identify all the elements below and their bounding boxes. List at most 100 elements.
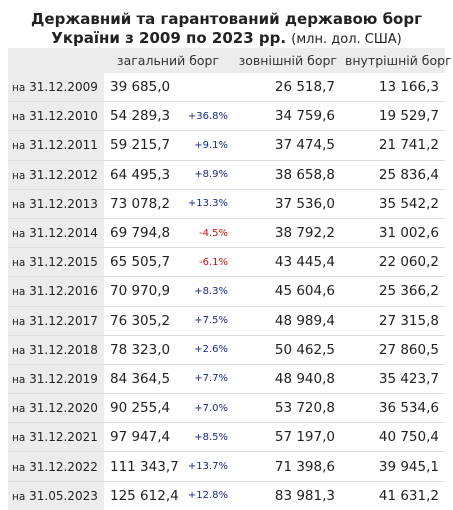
row-date-value: 31.12.2021 [29,430,98,445]
row-external: 48 989,4 [232,305,341,336]
row-date-value: 31.12.2009 [29,80,98,95]
row-external: 37 536,0 [232,188,341,219]
header-internal: внутрішній борг [341,48,452,73]
title-line-2: України з 2009 по 2023 рр. (млн. дол. СШ… [0,29,453,49]
row-date-value: 31.12.2018 [29,342,98,357]
row-change: +8.9% [182,159,232,190]
row-internal: 36 534,6 [341,393,445,423]
row-total: 111 343,7 [104,451,182,482]
row-internal: 21 741,2 [341,130,445,161]
row-date-prefix: на [12,198,26,211]
row-change: +2.6% [182,334,232,365]
row-date: на 31.12.2017 [8,305,104,336]
row-change: +36.8% [182,101,232,131]
row-date-prefix: на [12,432,26,445]
row-change: -6.1% [182,247,232,277]
table-row: на 31.12.2013 73 078,2 +13.3% 37 536,0 35 54… [8,188,445,219]
row-change: +13.7% [182,451,232,482]
row-date-prefix: на [12,490,26,503]
table-row: на 31.12.2014 69 794,8 -4.5% 38 792,2 31 002… [8,217,445,248]
row-date-prefix: на [12,257,26,270]
row-date-value: 31.12.2017 [29,313,98,328]
row-internal: 40 750,4 [341,422,445,452]
table-title: Державний та гарантований державою борг … [0,0,453,48]
table-body: на 31.12.2009 39 685,0 26 518,7 13 166,3 на … [8,73,445,510]
row-date-prefix: на [12,461,26,474]
title-years: України з 2009 по 2023 рр. [51,29,287,47]
row-date-value: 31.12.2011 [29,138,98,153]
row-external: 43 445,4 [232,247,341,277]
row-total: 78 323,0 [104,334,182,365]
row-date-value: 31.12.2012 [29,167,98,182]
row-date-prefix: на [12,228,26,241]
row-internal: 39 945,1 [341,451,445,482]
row-external: 38 792,2 [232,217,341,248]
table-row: на 31.12.2018 78 323,0 +2.6% 50 462,5 27 860… [8,334,445,365]
row-total: 69 794,8 [104,217,182,248]
title-line-1: Державний та гарантований державою борг [31,10,422,28]
row-change: +7.7% [182,363,232,394]
row-external: 53 720,8 [232,393,341,423]
row-internal: 27 860,5 [341,334,445,365]
row-internal: 25 836,4 [341,159,445,190]
row-external: 50 462,5 [232,334,341,365]
row-date-prefix: на [12,373,26,386]
header-total: загальний борг [104,48,232,73]
table-row: на 31.12.2016 70 970,9 +8.3% 45 604,6 25 366… [8,276,445,306]
row-change [182,73,232,102]
row-date-prefix: на [12,140,26,153]
table-row: на 31.12.2022 111 343,7 +13.7% 71 398,6 39 9… [8,451,445,482]
table-row: на 31.12.2019 84 364,5 +7.7% 48 940,8 35 423… [8,363,445,394]
row-change: +8.5% [182,422,232,452]
row-date-value: 31.12.2014 [29,226,98,241]
row-date-value: 31.12.2010 [29,109,98,124]
header-row: загальний борг зовнішній борг внутрішній… [8,48,452,73]
row-total: 97 947,4 [104,422,182,452]
row-change: +9.1% [182,130,232,161]
row-date: на 31.12.2022 [8,451,104,482]
row-change: +13.3% [182,188,232,219]
row-external: 57 197,0 [232,422,341,452]
row-date: на 31.12.2010 [8,101,104,131]
row-total: 65 505,7 [104,247,182,277]
row-date-prefix: на [12,403,26,416]
row-internal: 35 542,2 [341,188,445,219]
debt-table: загальний борг зовнішній борг внутрішній… [8,48,452,510]
row-internal: 19 529,7 [341,101,445,131]
row-change: +7.0% [182,393,232,423]
row-date-value: 31.12.2015 [29,255,98,270]
row-change: +7.5% [182,305,232,336]
row-date: на 31.12.2012 [8,159,104,190]
row-total: 70 970,9 [104,276,182,306]
header-date [8,48,104,73]
table-row: на 31.12.2012 64 495,3 +8.9% 38 658,8 25 836… [8,159,445,190]
row-external: 34 759,6 [232,101,341,131]
row-internal: 35 423,7 [341,363,445,394]
row-date: на 31.12.2009 [8,73,104,102]
row-date-prefix: на [12,344,26,357]
row-total: 64 495,3 [104,159,182,190]
row-internal: 25 366,2 [341,276,445,306]
row-date: на 31.12.2020 [8,393,104,423]
row-total: 54 289,3 [104,101,182,131]
row-date-value: 31.05.2023 [29,488,98,503]
row-date: на 31.12.2021 [8,422,104,452]
row-date: на 31.12.2014 [8,217,104,248]
row-internal: 13 166,3 [378,79,439,96]
row-date: на 31.12.2013 [8,188,104,219]
row-date-value: 31.12.2016 [29,284,98,299]
row-date: на 31.12.2015 [8,247,104,277]
row-change: -4.5% [182,217,232,248]
row-external: 26 518,7 [274,79,335,96]
row-date-prefix: на [12,286,26,299]
row-date-value: 31.12.2019 [29,371,98,386]
table-row: на 31.12.2020 90 255,4 +7.0% 53 720,8 36 534… [8,393,445,423]
row-date-prefix: на [12,315,26,328]
row-total: 59 215,7 [104,130,182,161]
row-total: 73 078,2 [104,188,182,219]
table-row: на 31.12.2017 76 305,2 +7.5% 48 989,4 27 315… [8,305,445,336]
table-row: на 31.12.2009 39 685,0 26 518,7 13 166,3 [8,73,445,102]
table-row: на 31.12.2011 59 215,7 +9.1% 37 474,5 21 741… [8,130,445,161]
row-date: на 31.12.2011 [8,130,104,161]
row-external: 83 981,3 [232,480,341,510]
